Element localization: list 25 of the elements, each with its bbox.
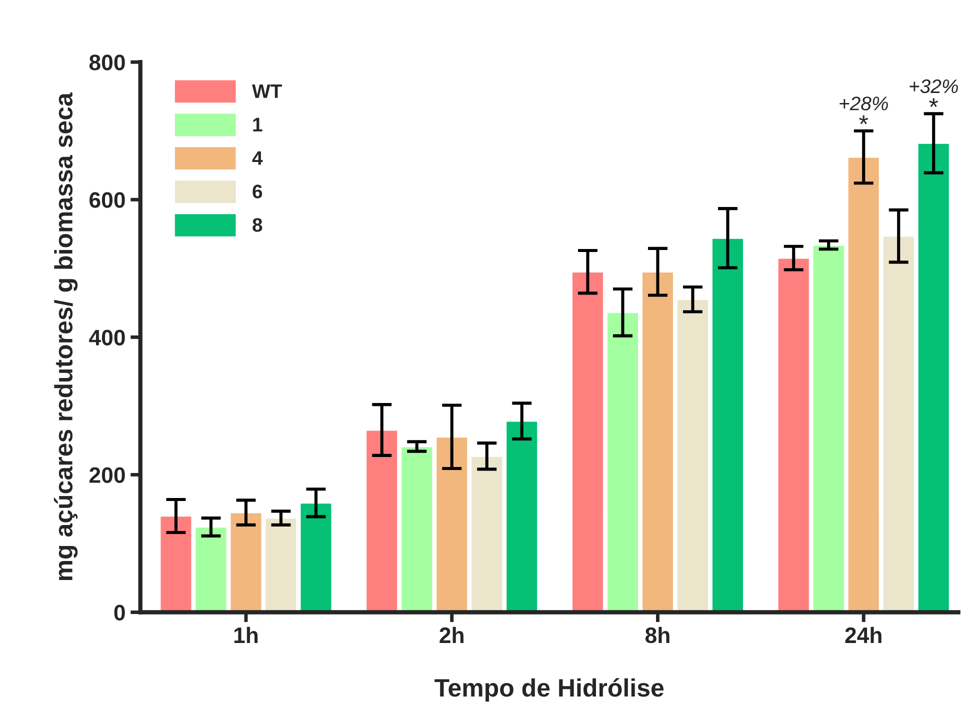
bar [264, 517, 298, 612]
y-axis-title: mg açúcares redutores/ g biomassa seca [54, 92, 78, 580]
y-tick-label: 0 [114, 604, 125, 621]
legend-label: 6 [252, 184, 262, 198]
bar [159, 515, 193, 612]
annotation: +32% [910, 79, 958, 94]
y-tick-label: 400 [89, 330, 125, 346]
annotation: +28% [840, 96, 888, 110]
x-tick-label: 24h [845, 626, 882, 643]
legend-label: 8 [252, 218, 262, 232]
bar [229, 512, 263, 612]
y-tick-label: 600 [90, 192, 125, 208]
y-tick-label: 200 [89, 467, 125, 483]
x-axis-title: Tempo de Hidrólise [434, 678, 664, 702]
annotation: * [929, 98, 938, 108]
bar [194, 526, 228, 612]
bar [299, 502, 333, 612]
x-tick-label: 2h [440, 626, 464, 643]
legend-label: WT [252, 84, 282, 98]
x-tick-label: 1h [234, 626, 258, 643]
legend-label: 4 [252, 151, 263, 165]
annotation: * [859, 115, 868, 124]
y-tick-label: 800 [89, 54, 125, 70]
legend-label: 1 [253, 118, 262, 132]
x-tick-label: 8h [645, 626, 670, 644]
